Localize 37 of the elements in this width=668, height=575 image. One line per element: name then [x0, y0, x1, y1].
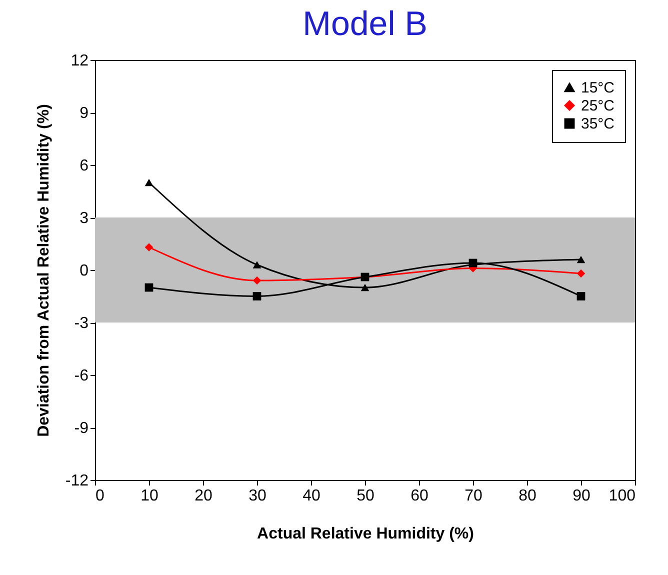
x-tick-label: 50 — [356, 488, 374, 504]
y-tick-label: 9 — [80, 105, 89, 122]
y-tick-label: 12 — [70, 52, 89, 70]
legend-label: 15°C — [581, 80, 615, 96]
point — [144, 243, 154, 252]
point — [576, 256, 586, 264]
x-tick-label: 60 — [410, 488, 428, 504]
point — [252, 276, 262, 285]
x-tick-label: 70 — [464, 488, 482, 504]
y-tick-label: -6 — [74, 368, 89, 384]
legend-label: 35°C — [581, 116, 615, 132]
y-tick-label: 0 — [80, 262, 89, 280]
y-tick-label: -12 — [65, 472, 89, 490]
chart-title: Model B — [302, 5, 428, 43]
x-tick-label: 20 — [194, 488, 212, 504]
point — [468, 258, 478, 268]
x-tick-label: 40 — [302, 488, 320, 504]
x-tick-label: 100 — [608, 488, 636, 504]
point — [360, 284, 370, 292]
x-tick-label: 10 — [140, 488, 158, 504]
y-tick-label: 6 — [80, 158, 89, 174]
x-tick-label: 80 — [518, 488, 536, 504]
x-tick-label: 90 — [572, 488, 590, 504]
x-tick-label: 30 — [248, 488, 266, 504]
point — [144, 178, 154, 186]
point — [252, 261, 262, 268]
point — [576, 269, 586, 278]
point — [252, 292, 262, 300]
y-tick-label: -3 — [74, 315, 89, 332]
x-axis-title: Actual Relative Humidity (%) — [257, 526, 474, 542]
x-tick-label: 0 — [96, 488, 104, 504]
y-tick-label: -9 — [74, 420, 89, 437]
y-axis-title: Deviation from Actual Relative Humidity (%) — [35, 104, 52, 437]
point — [144, 283, 154, 292]
legend-label: 25°C — [581, 98, 615, 114]
point — [576, 292, 586, 300]
y-tick-label: 3 — [80, 210, 89, 227]
